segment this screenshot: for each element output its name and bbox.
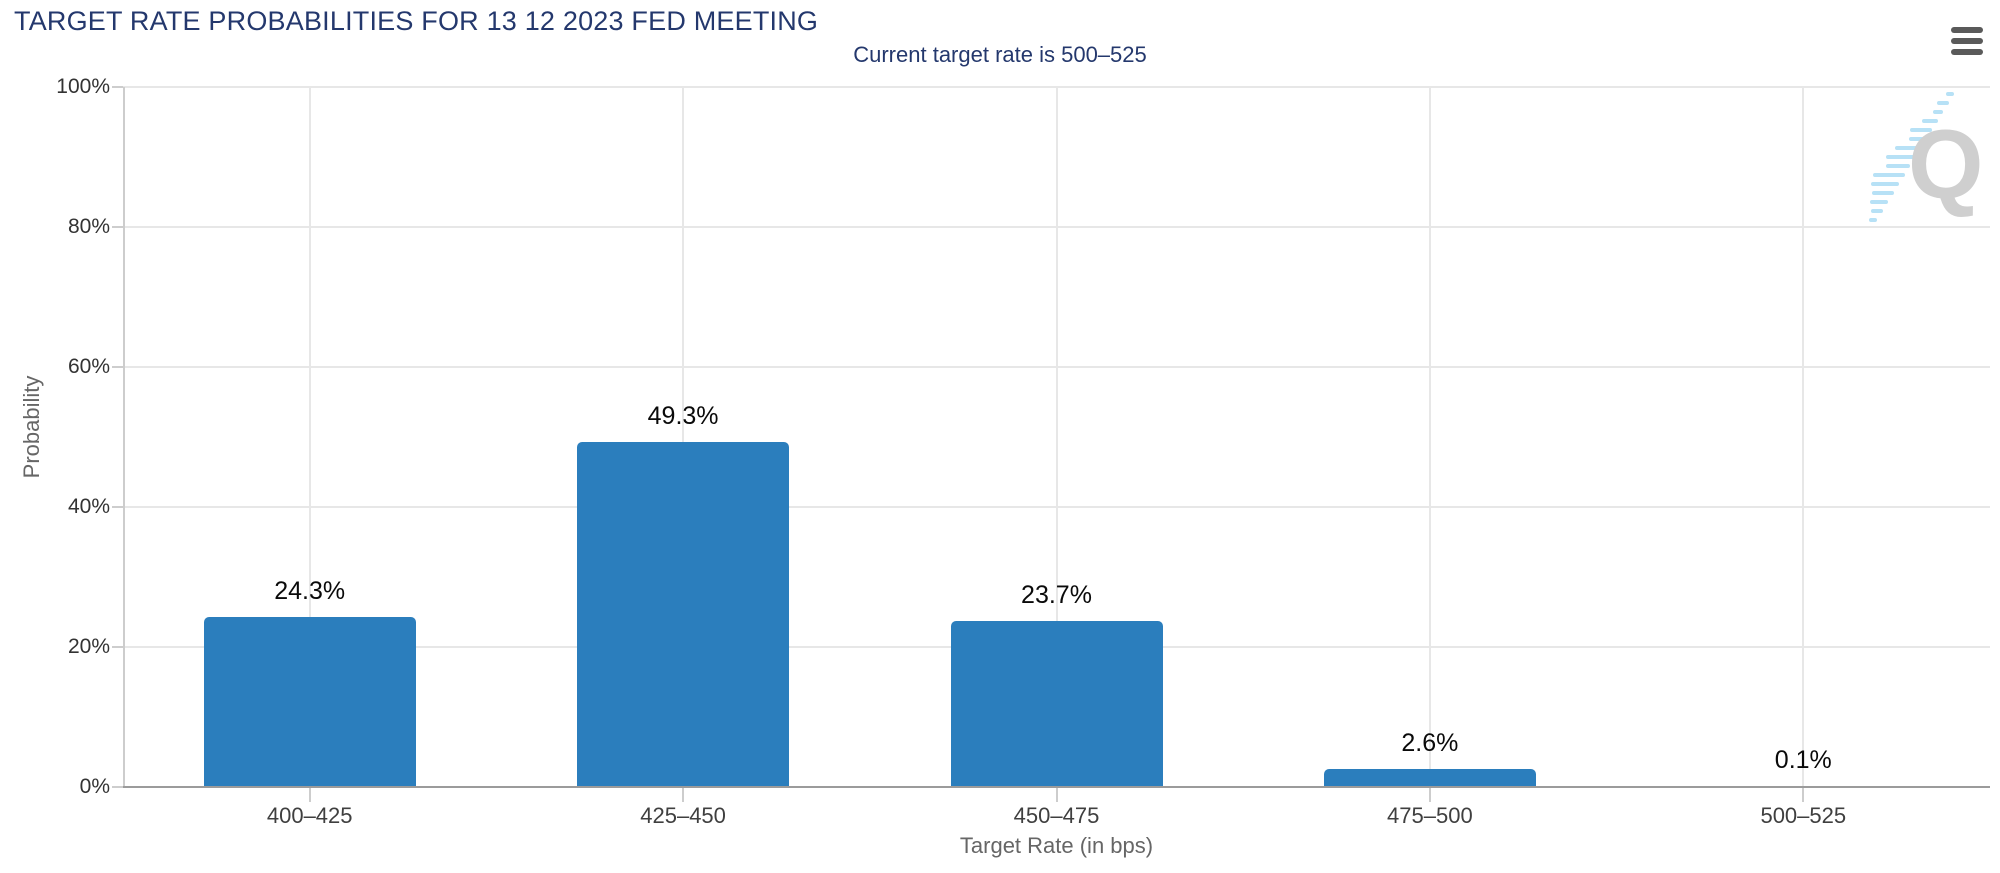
chart-title: TARGET RATE PROBABILITIES FOR 13 12 2023… [14, 6, 819, 36]
gridline-vertical [308, 87, 311, 787]
y-axis-tick [112, 786, 123, 788]
x-axis-line [123, 786, 1990, 788]
chart-subtitle: Current target rate is 500–525 [853, 42, 1147, 67]
x-axis-title: Target Rate (in bps) [959, 833, 1154, 858]
y-axis-line [123, 87, 125, 787]
bar-value-label: 2.6% [1401, 728, 1459, 757]
hamburger-bar [1951, 38, 1983, 44]
y-tick-label: 0% [79, 775, 110, 798]
y-tick-label: 100% [56, 75, 110, 98]
x-tick-label: 475–500 [1387, 803, 1473, 828]
hamburger-bar [1951, 27, 1983, 33]
x-tick-label: 425–450 [640, 803, 726, 828]
bar-value-label: 23.7% [1021, 581, 1092, 610]
y-tick-label: 40% [67, 495, 110, 518]
bar[interactable] [203, 616, 416, 787]
x-axis-tick [1802, 787, 1805, 802]
bar-value-label: 24.3% [274, 576, 346, 605]
y-axis-tick [112, 506, 123, 508]
hamburger-bar [1951, 49, 1983, 55]
gridline-vertical [1055, 87, 1058, 787]
gridline-vertical [1428, 87, 1431, 787]
x-axis-tick [1428, 787, 1431, 802]
bar[interactable] [1323, 768, 1536, 787]
bar[interactable] [950, 621, 1163, 787]
y-tick-label: 80% [67, 215, 110, 238]
bar-value-label: 0.1% [1774, 746, 1832, 775]
bar-value-label: 49.3% [647, 401, 719, 430]
x-axis-tick [308, 787, 311, 802]
x-tick-label: 450–475 [1013, 803, 1100, 828]
x-axis-tick [1055, 787, 1058, 802]
chart-context-menu-icon[interactable] [1948, 24, 1986, 58]
y-axis-tick [112, 646, 123, 648]
y-axis-tick [112, 86, 123, 88]
x-tick-label: 500–525 [1760, 803, 1847, 828]
y-axis-tick [112, 366, 123, 368]
y-axis-title: Probability [19, 375, 44, 479]
gridline-vertical [682, 87, 685, 787]
y-axis-tick [112, 226, 123, 228]
bar[interactable] [577, 441, 790, 787]
gridline-vertical [1802, 87, 1805, 787]
x-axis-tick [682, 787, 685, 802]
plot-area: 0% 20% 40% 60% 80% 100% 400–425 24.3% 425–450 49.… [56, 75, 1990, 828]
x-tick-label: 400–425 [266, 803, 353, 828]
y-tick-label: 20% [67, 635, 110, 658]
y-tick-label: 60% [67, 355, 110, 378]
